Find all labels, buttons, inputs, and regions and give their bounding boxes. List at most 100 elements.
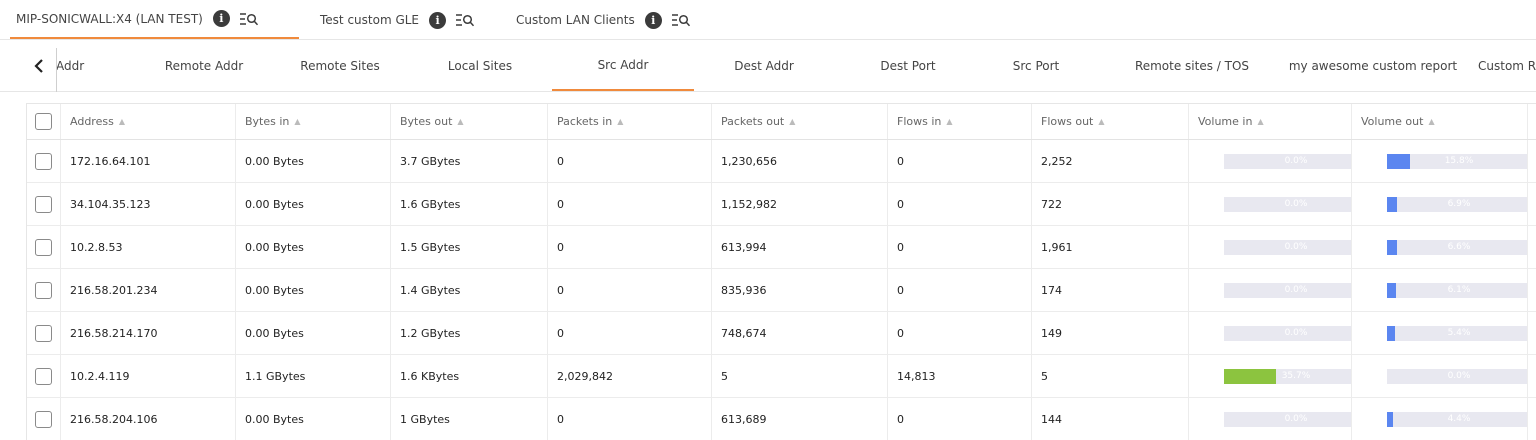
header-packets-out[interactable]: Packets out ▲ [712, 104, 888, 139]
volume-bar-label: 0.0% [1447, 370, 1471, 381]
filter-list-search-icon[interactable] [456, 13, 475, 27]
cell-value: 613,994 [721, 240, 767, 254]
row-checkbox[interactable] [35, 152, 52, 170]
cell-select [27, 312, 61, 354]
tab-custom-lan-clients[interactable]: Custom LAN Clients i [516, 0, 690, 40]
volume-bar: 4.4% [1387, 411, 1527, 427]
cell-flows-out: 5 [1032, 355, 1189, 397]
cell-value: 0 [897, 154, 904, 168]
header-flows-in[interactable]: Flows in ▲ [888, 104, 1032, 139]
header-bytes-out[interactable]: Bytes out ▲ [391, 104, 548, 139]
cell-bytes-out: 1.6 GBytes [391, 183, 548, 225]
row-checkbox[interactable] [35, 324, 52, 342]
sort-asc-icon[interactable]: ▲ [294, 117, 301, 126]
table-row[interactable]: 216.58.201.234 0.00 Bytes 1.4 GBytes 0 835,9… [27, 269, 1536, 312]
cell-flows-in: 0 [888, 183, 1032, 225]
row-checkbox[interactable] [35, 195, 52, 213]
column-label: Flows in [897, 115, 942, 128]
header-flows-out[interactable]: Flows out ▲ [1032, 104, 1189, 139]
tab-local-sites[interactable]: Local Sites [424, 40, 536, 92]
cell-packets-in: 0 [548, 269, 712, 311]
header-address[interactable]: Address ▲ [61, 104, 236, 139]
tab-dest-port[interactable]: Dest Port [852, 40, 964, 92]
cell-value: 0 [897, 283, 904, 297]
tab-src-port[interactable]: Src Port [980, 40, 1092, 92]
info-icon[interactable]: i [429, 11, 447, 29]
cell-flows-out: 144 [1032, 398, 1189, 440]
tab-my-awesome-custom-report[interactable]: my awesome custom report [1278, 40, 1468, 92]
cell-bytes-in: 0.00 Bytes [236, 226, 391, 268]
tab-src-addr[interactable]: Src Addr [552, 40, 694, 91]
cell-address: 216.58.204.106 [61, 398, 236, 440]
sort-asc-icon[interactable]: ▲ [1428, 117, 1435, 126]
cell-flows-in: 0 [888, 140, 1032, 182]
tab-dest-addr[interactable]: Dest Addr [708, 40, 820, 92]
header-volume-out[interactable]: Volume out ▲ [1352, 104, 1528, 139]
sort-asc-icon[interactable]: ▲ [946, 117, 953, 126]
header-volume-in[interactable]: Volume in ▲ [1189, 104, 1352, 139]
cell-packets-out: 835,936 [712, 269, 888, 311]
info-icon[interactable]: i [644, 11, 662, 29]
cell-volume-in: 0.0% [1189, 226, 1352, 268]
tab-remote-sites[interactable]: Remote Sites [284, 40, 396, 92]
tab-label: Remote sites / TOS [1134, 59, 1250, 73]
cell-value: 5 [1041, 369, 1048, 383]
tab-remote-sites-tos[interactable]: Remote sites / TOS [1122, 40, 1262, 92]
select-all-checkbox[interactable] [35, 113, 52, 130]
header-packets-in[interactable]: Packets in ▲ [548, 104, 712, 139]
cell-value: 14,813 [897, 369, 936, 383]
tab-scroll-divider [56, 48, 57, 92]
volume-bar-fill [1387, 325, 1395, 341]
cell-volume-in: 0.0% [1189, 269, 1352, 311]
cell-bytes-out: 1.5 GBytes [391, 226, 548, 268]
info-icon[interactable]: i [212, 10, 230, 27]
cell-bytes-in: 1.1 GBytes [236, 355, 391, 397]
sort-asc-icon[interactable]: ▲ [1098, 117, 1105, 126]
chevron-left-icon[interactable] [32, 56, 46, 76]
table-row[interactable]: 216.58.204.106 0.00 Bytes 1 GBytes 0 613,689… [27, 398, 1536, 440]
table-row[interactable]: 10.2.4.119 1.1 GBytes 1.6 KBytes 2,029,842 5… [27, 355, 1536, 398]
volume-bar-fill [1387, 411, 1393, 427]
filter-list-search-icon[interactable] [239, 12, 258, 26]
cell-value: 1.6 GBytes [400, 197, 461, 211]
tab-label: my awesome custom report [1288, 59, 1458, 73]
cell-value: 0 [897, 197, 904, 211]
cell-value: 34.104.35.123 [70, 197, 151, 211]
volume-bar-label: 0.0% [1284, 413, 1308, 424]
cell-value: 1,152,982 [721, 197, 777, 211]
volume-bar: 35.7% [1224, 368, 1351, 384]
cell-value: 0.00 Bytes [245, 154, 304, 168]
cell-select [27, 355, 61, 397]
filter-list-search-icon[interactable] [671, 13, 690, 27]
table-row[interactable]: 34.104.35.123 0.00 Bytes 1.6 GBytes 0 1,152,… [27, 183, 1536, 226]
row-checkbox[interactable] [35, 367, 52, 385]
sort-asc-icon[interactable]: ▲ [789, 117, 796, 126]
sort-asc-icon[interactable]: ▲ [457, 117, 464, 126]
row-checkbox[interactable] [35, 238, 52, 256]
table-row[interactable]: 172.16.64.101 0.00 Bytes 3.7 GBytes 0 1,230,… [27, 140, 1536, 183]
tab-remote-addr[interactable]: Remote Addr [148, 40, 260, 92]
tab-custom-report[interactable]: Custom Re [1478, 40, 1536, 92]
sort-asc-icon[interactable]: ▲ [617, 117, 624, 126]
tab-mip-sonicwall[interactable]: MIP-SONICWALL:X4 (LAN TEST) i [10, 0, 299, 39]
table-row[interactable]: 216.58.214.170 0.00 Bytes 1.2 GBytes 0 748,6… [27, 312, 1536, 355]
cell-value: 2,252 [1041, 154, 1073, 168]
table-row[interactable]: 10.2.8.53 0.00 Bytes 1.5 GBytes 0 613,994 0 1,… [27, 226, 1536, 269]
header-bytes-in[interactable]: Bytes in ▲ [236, 104, 391, 139]
row-checkbox[interactable] [35, 281, 52, 299]
src-addr-table: Address ▲ Bytes in ▲ Bytes out ▲ Packets in… [26, 103, 1536, 440]
volume-bar: 0.0% [1224, 411, 1351, 427]
sort-asc-icon[interactable]: ▲ [1257, 117, 1264, 126]
sort-asc-icon[interactable]: ▲ [118, 117, 125, 126]
row-checkbox[interactable] [35, 410, 52, 428]
cell-bytes-in: 0.00 Bytes [236, 140, 391, 182]
cell-value: 149 [1041, 326, 1062, 340]
cell-packets-in: 0 [548, 312, 712, 354]
cell-address: 216.58.201.234 [61, 269, 236, 311]
cell-value: 0 [557, 283, 564, 297]
tab-addr[interactable]: Addr [56, 40, 96, 92]
cell-value: 3.7 GBytes [400, 154, 461, 168]
header-cell-select [27, 104, 61, 139]
volume-bar-label: 0.0% [1284, 241, 1308, 252]
tab-test-custom-gle[interactable]: Test custom GLE i [320, 0, 475, 40]
